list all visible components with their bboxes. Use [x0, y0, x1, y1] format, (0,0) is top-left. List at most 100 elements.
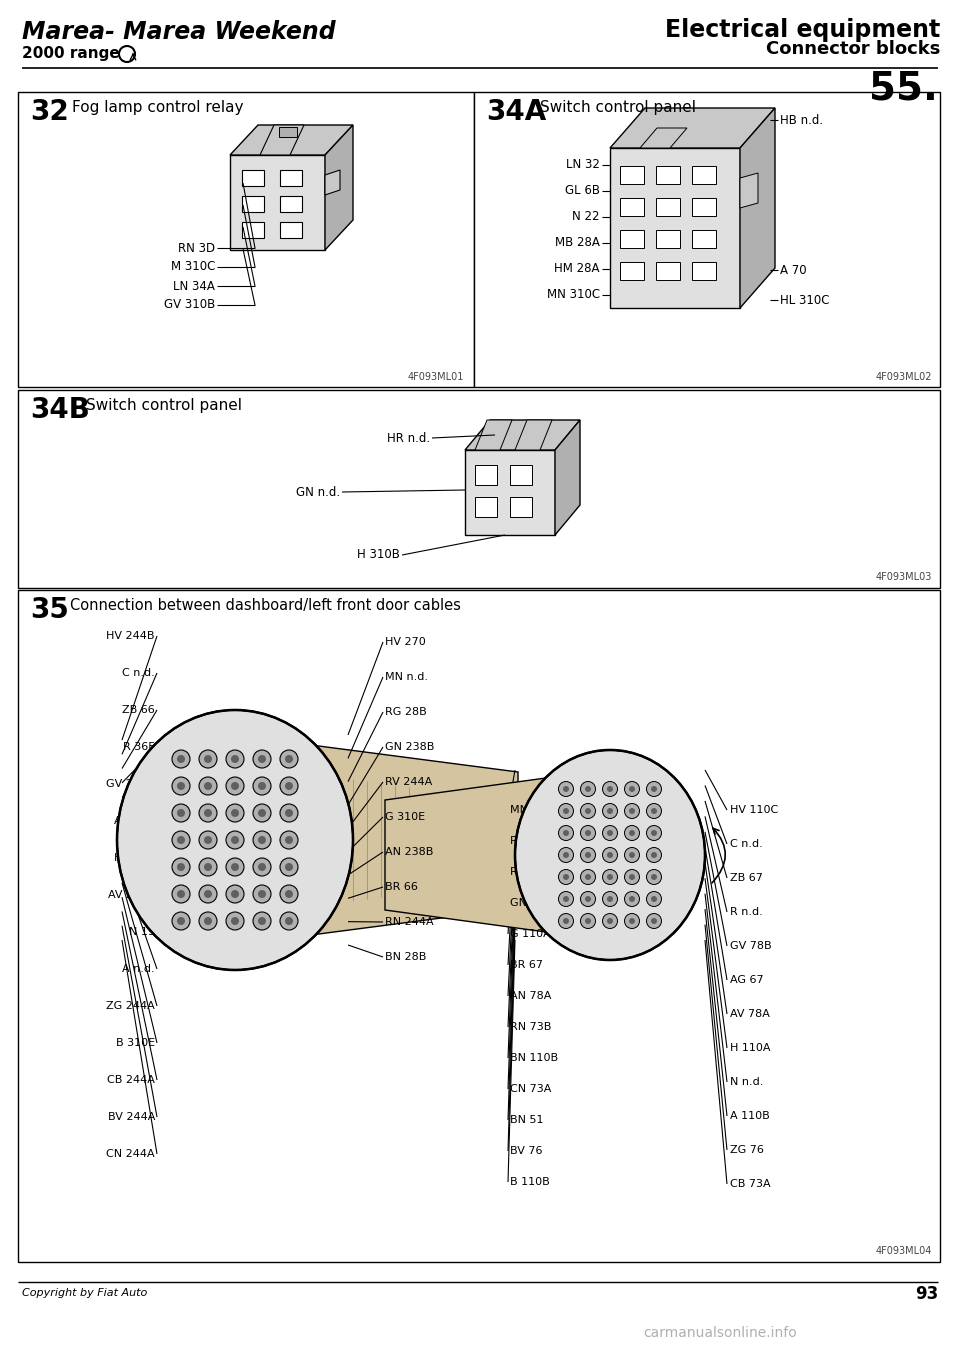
Circle shape: [581, 848, 595, 862]
Circle shape: [172, 804, 190, 822]
Circle shape: [172, 777, 190, 795]
Bar: [474, 92, 940, 386]
Circle shape: [280, 750, 298, 767]
Bar: [610, 148, 740, 308]
Text: G 310E: G 310E: [385, 812, 425, 822]
Bar: [475, 498, 497, 517]
Text: RG 28B: RG 28B: [385, 706, 427, 717]
Circle shape: [231, 917, 239, 925]
Circle shape: [177, 890, 185, 898]
Circle shape: [625, 869, 639, 884]
Text: AV 78A: AV 78A: [730, 1009, 770, 1018]
Bar: [692, 198, 716, 216]
Polygon shape: [475, 420, 512, 450]
Text: Connector blocks: Connector blocks: [766, 39, 940, 58]
Circle shape: [585, 808, 591, 814]
Polygon shape: [385, 765, 641, 945]
Circle shape: [646, 848, 661, 862]
Bar: [280, 170, 302, 186]
Circle shape: [603, 891, 617, 907]
Text: A n.d.: A n.d.: [122, 964, 155, 974]
Polygon shape: [230, 125, 353, 155]
Circle shape: [646, 869, 661, 884]
Circle shape: [226, 831, 244, 849]
Circle shape: [172, 913, 190, 930]
Circle shape: [285, 755, 293, 763]
Circle shape: [204, 890, 212, 898]
Circle shape: [172, 858, 190, 876]
Text: H 310D: H 310D: [113, 853, 155, 862]
Circle shape: [226, 913, 244, 930]
Circle shape: [258, 862, 266, 871]
Text: RN 3D: RN 3D: [178, 241, 215, 255]
Circle shape: [258, 837, 266, 843]
Text: B 110B: B 110B: [510, 1177, 550, 1186]
Text: AG 67: AG 67: [730, 975, 763, 984]
Circle shape: [226, 804, 244, 822]
Circle shape: [280, 913, 298, 930]
Text: AG n.d.: AG n.d.: [114, 816, 155, 826]
Circle shape: [231, 755, 239, 763]
Circle shape: [625, 914, 639, 929]
Circle shape: [231, 810, 239, 818]
Circle shape: [199, 777, 217, 795]
Text: HM 28A: HM 28A: [555, 263, 600, 275]
Text: CN 73A: CN 73A: [510, 1083, 551, 1094]
Circle shape: [607, 875, 613, 880]
Polygon shape: [740, 108, 775, 308]
Bar: [510, 465, 532, 485]
Polygon shape: [325, 125, 353, 250]
Circle shape: [253, 858, 271, 876]
Text: HB n.d.: HB n.d.: [780, 114, 823, 126]
Text: ZG 76: ZG 76: [730, 1144, 764, 1155]
Circle shape: [651, 918, 657, 923]
Circle shape: [563, 808, 569, 814]
Circle shape: [563, 875, 569, 880]
Text: 34A: 34A: [486, 98, 546, 126]
Text: 55.: 55.: [869, 71, 938, 108]
Circle shape: [559, 891, 573, 907]
Text: Copyright by Fiat Auto: Copyright by Fiat Auto: [22, 1288, 147, 1298]
Circle shape: [204, 755, 212, 763]
Bar: [656, 231, 680, 248]
Circle shape: [559, 848, 573, 862]
Text: 32: 32: [30, 98, 69, 126]
Text: GN 78B: GN 78B: [510, 898, 552, 909]
Polygon shape: [610, 108, 775, 148]
Circle shape: [199, 885, 217, 903]
Circle shape: [603, 781, 617, 796]
Text: MN n.d.: MN n.d.: [385, 673, 428, 682]
Circle shape: [204, 862, 212, 871]
Circle shape: [581, 891, 595, 907]
Text: BR 67: BR 67: [510, 960, 543, 970]
Circle shape: [253, 750, 271, 767]
Circle shape: [258, 810, 266, 818]
Text: GV 238B: GV 238B: [107, 778, 155, 789]
Text: HV 270: HV 270: [385, 637, 425, 647]
Circle shape: [563, 830, 569, 837]
Text: BV 244A: BV 244A: [108, 1112, 155, 1121]
Text: HL 310C: HL 310C: [780, 293, 829, 306]
Bar: [280, 197, 302, 212]
Circle shape: [585, 852, 591, 858]
Circle shape: [651, 830, 657, 837]
Text: BN 28B: BN 28B: [385, 952, 426, 961]
Text: H 310B: H 310B: [357, 548, 400, 561]
Bar: [656, 198, 680, 216]
Circle shape: [646, 891, 661, 907]
Text: CN 244A: CN 244A: [107, 1149, 155, 1159]
Circle shape: [651, 808, 657, 814]
Circle shape: [559, 781, 573, 796]
Polygon shape: [555, 420, 580, 536]
Circle shape: [280, 777, 298, 795]
Text: A 70: A 70: [780, 263, 806, 277]
Circle shape: [172, 750, 190, 767]
Text: RV 244A: RV 244A: [385, 777, 432, 786]
Text: BR 66: BR 66: [385, 881, 418, 892]
Text: 35: 35: [30, 597, 69, 624]
Circle shape: [177, 862, 185, 871]
Circle shape: [285, 782, 293, 791]
Circle shape: [625, 848, 639, 862]
Text: H 110A: H 110A: [730, 1043, 771, 1054]
Circle shape: [559, 804, 573, 819]
